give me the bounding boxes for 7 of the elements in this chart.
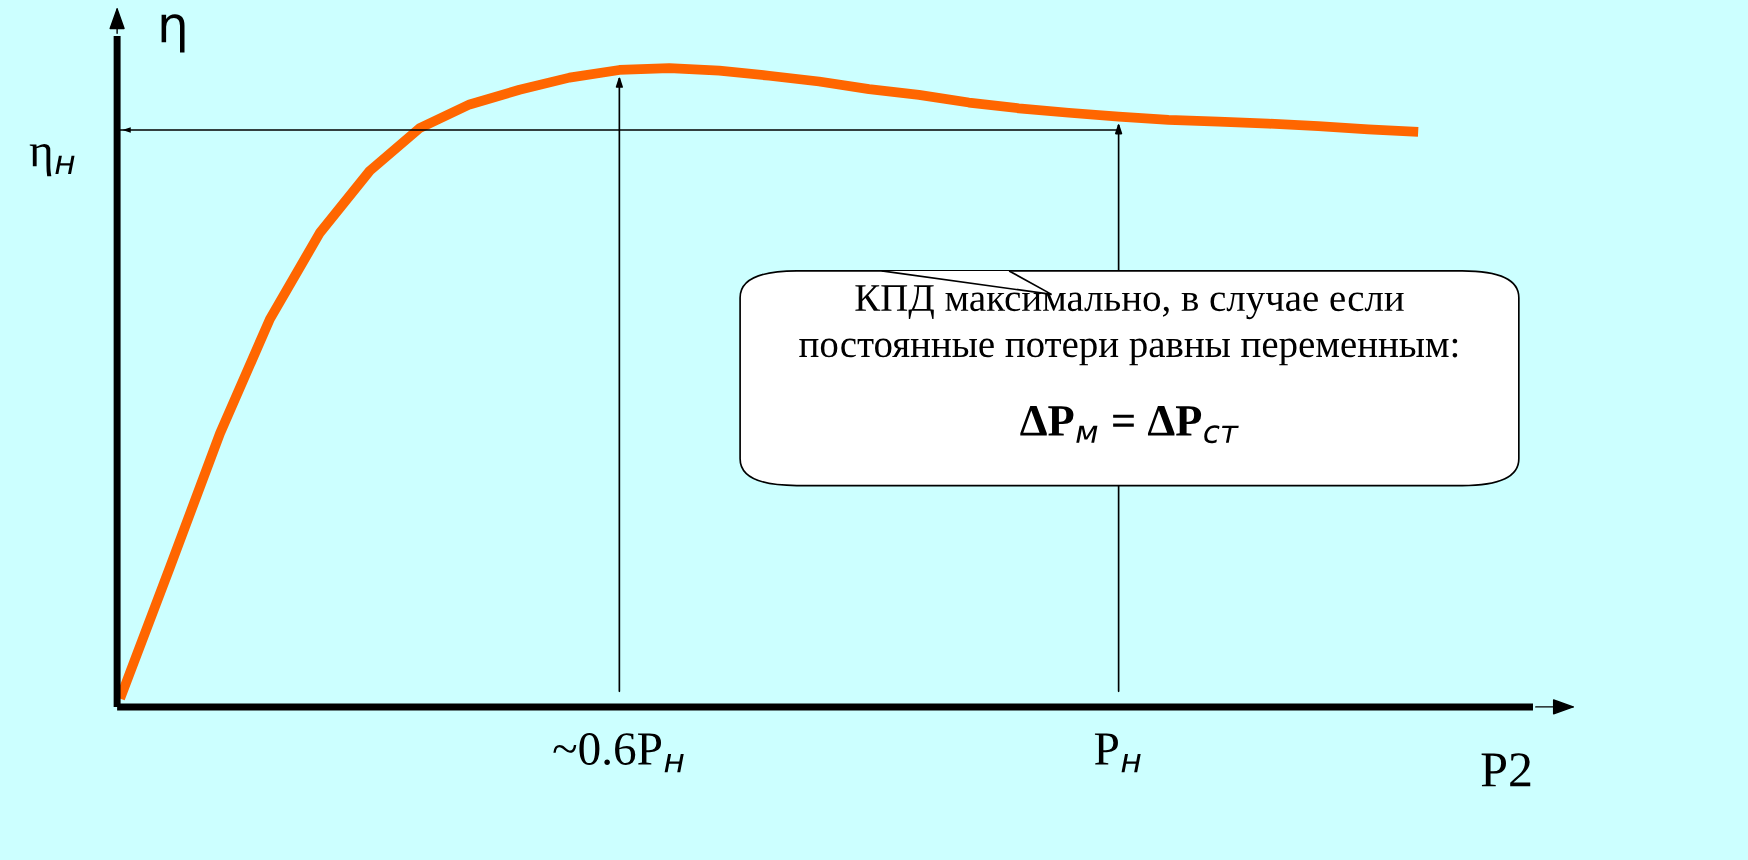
x-tick-label: ~0.6P$_{н}$ (553, 733, 684, 773)
y-axis-title: η (161, 14, 185, 53)
annotation: ΔP$_{м}$ = ΔP$_{ст}$ (1020, 406, 1239, 444)
x-axis-title: P2 (1481, 753, 1531, 787)
ref-line-label: η$_{н}$ (29, 143, 75, 177)
x-tick-label: P$_{н}$ (1094, 733, 1141, 773)
annotation: КПД максимально, в случае если постоянные потери равны переменным: (799, 285, 1458, 366)
